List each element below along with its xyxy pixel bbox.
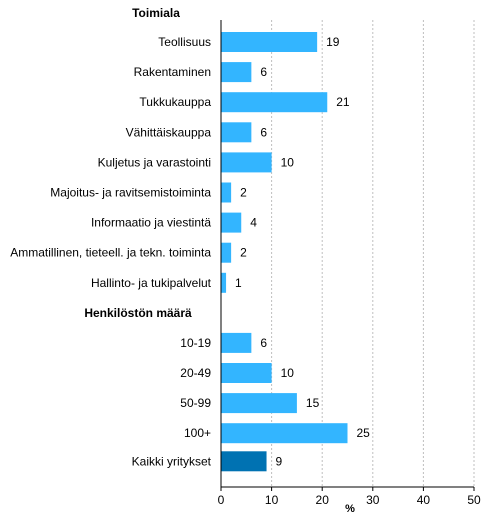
category-label: Tukkukauppa [139, 95, 211, 109]
category-label: 20-49 [180, 366, 211, 380]
bar [221, 152, 272, 173]
value-label: 2 [240, 186, 247, 200]
category-label: Hallinto- ja tukipalvelut [91, 276, 212, 290]
category-label: Informaatio ja viestintä [91, 216, 211, 230]
bar [221, 62, 252, 83]
bar [221, 32, 318, 52]
value-label: 21 [336, 95, 350, 109]
value-label: 2 [240, 246, 247, 260]
bar [221, 212, 242, 233]
category-label: Vähittäiskauppa [126, 125, 212, 139]
value-label: 6 [260, 125, 267, 139]
grid-lines [271, 20, 475, 487]
bar [221, 363, 272, 383]
x-tick-label: 40 [417, 493, 431, 507]
x-tick-label: 30 [366, 493, 380, 507]
category-label: 10-19 [180, 336, 211, 350]
bar [221, 122, 252, 143]
value-label: 10 [281, 155, 295, 169]
value-label: 9 [276, 454, 283, 468]
group-title: Toimiala [132, 6, 180, 20]
value-label: 19 [326, 35, 340, 49]
x-tick-label: 50 [467, 493, 481, 507]
category-label: Kaikki yritykset [132, 454, 212, 468]
bar [221, 423, 348, 444]
value-label: 15 [306, 396, 320, 410]
x-axis: 0 10 20 30 40 50% [218, 20, 481, 515]
bar [221, 393, 297, 414]
bar [221, 272, 227, 293]
category-label: 100+ [184, 426, 211, 440]
category-label: Rakentaminen [134, 65, 211, 79]
category-label: Majoitus- ja ravitsemistoiminta [50, 186, 211, 200]
value-label: 1 [235, 276, 242, 290]
x-tick-label: 10 [265, 493, 279, 507]
bar [221, 451, 267, 472]
value-label: 4 [250, 216, 257, 230]
bar [221, 242, 232, 263]
category-label: Ammatillinen, tieteell. ja tekn. toimint… [10, 246, 211, 260]
x-tick-label: 20 [316, 493, 330, 507]
value-label: 6 [260, 65, 267, 79]
x-tick-label: 0 [218, 493, 225, 507]
x-axis-label: % [345, 503, 355, 515]
value-label: 25 [357, 426, 371, 440]
bar [221, 182, 232, 203]
category-label: Kuljetus ja varastointi [98, 155, 211, 169]
category-label: Teollisuus [158, 35, 211, 49]
value-label: 10 [281, 366, 295, 380]
bars [221, 32, 348, 472]
bar [221, 92, 328, 113]
bar [221, 332, 252, 353]
category-label: 50-99 [180, 396, 211, 410]
group-title: Henkilöstön määrä [84, 306, 192, 320]
value-label: 6 [260, 336, 267, 350]
